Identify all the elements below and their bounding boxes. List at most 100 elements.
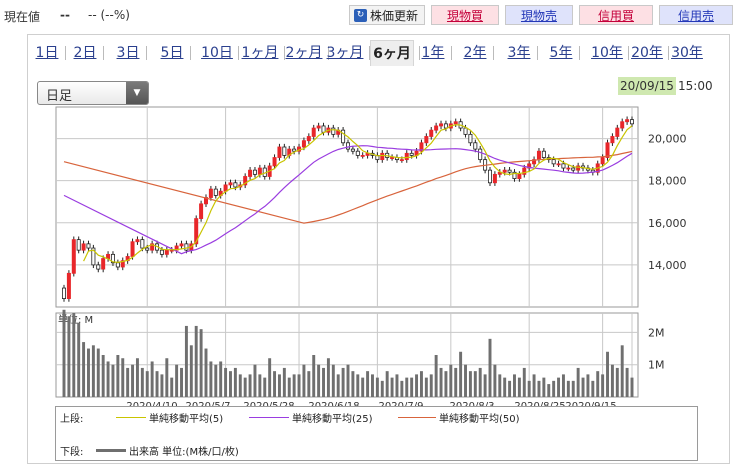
volume-bar bbox=[517, 377, 521, 397]
legend-lower-label: 下段: bbox=[60, 447, 84, 458]
volume-bar bbox=[395, 374, 399, 397]
volume-bar bbox=[522, 367, 526, 397]
candle-body bbox=[512, 171, 517, 179]
tab-period-3[interactable]: 5日 bbox=[160, 45, 184, 61]
volume-tick-label: 2M bbox=[648, 326, 665, 339]
volume-bar bbox=[434, 355, 438, 397]
volume-bar bbox=[258, 374, 262, 397]
tab-period-7[interactable]: 3ヶ月 bbox=[326, 45, 364, 61]
volume-bar bbox=[336, 374, 340, 397]
tab-separator bbox=[369, 46, 370, 60]
tab-period-2[interactable]: 3日 bbox=[116, 45, 140, 61]
tab-separator bbox=[103, 46, 104, 60]
candle-body bbox=[208, 188, 213, 198]
candle-body bbox=[532, 159, 537, 165]
tab-period-8[interactable]: 6ヶ月 bbox=[370, 40, 414, 66]
candle-body bbox=[282, 146, 287, 156]
volume-bar bbox=[282, 367, 286, 397]
candle-body bbox=[439, 123, 444, 127]
volume-bar bbox=[371, 374, 374, 397]
volume-bar bbox=[615, 367, 619, 397]
candle-body bbox=[341, 129, 346, 144]
tab-separator bbox=[579, 46, 580, 60]
volume-bar bbox=[483, 374, 487, 397]
price-tick-label: 14,000 bbox=[648, 259, 687, 272]
candle-body bbox=[478, 148, 483, 161]
candle-body bbox=[277, 146, 282, 158]
volume-bar bbox=[238, 374, 242, 397]
volume-bar bbox=[106, 361, 110, 397]
tab-period-9[interactable]: 1年 bbox=[421, 45, 445, 61]
tab-period-1[interactable]: 2日 bbox=[73, 45, 97, 61]
tab-separator bbox=[668, 46, 669, 60]
candle-body bbox=[86, 243, 91, 249]
margin-sell-button[interactable]: 信用売 bbox=[659, 5, 733, 25]
volume-bar bbox=[400, 380, 404, 397]
tab-period-0[interactable]: 1日 bbox=[35, 45, 59, 61]
volume-bar bbox=[341, 367, 345, 397]
price-change: -- (--%) bbox=[88, 8, 130, 22]
candle-body bbox=[306, 136, 311, 142]
volume-bar bbox=[380, 380, 384, 397]
ma5-line bbox=[83, 124, 633, 264]
spot-buy-button[interactable]: 現物買 bbox=[431, 5, 499, 25]
legend-ma5: 単純移動平均(5) bbox=[149, 414, 224, 425]
volume-bar bbox=[356, 374, 360, 397]
tab-period-12[interactable]: 5年 bbox=[549, 45, 573, 61]
volume-bar bbox=[287, 377, 291, 397]
tab-period-6[interactable]: 2ヶ月 bbox=[285, 45, 323, 61]
candle-body bbox=[443, 123, 448, 129]
volume-bar bbox=[566, 380, 570, 397]
tab-period-13[interactable]: 10年 bbox=[591, 45, 623, 61]
legend-ma50: 単純移動平均(50) bbox=[439, 414, 520, 425]
tab-period-5[interactable]: 1ヶ月 bbox=[241, 45, 279, 61]
margin-buy-button[interactable]: 信用買 bbox=[579, 5, 653, 25]
interval-select-value: 日足 bbox=[46, 89, 73, 104]
volume-bar bbox=[224, 367, 228, 397]
candle-body bbox=[463, 127, 468, 135]
volume-bar bbox=[253, 364, 257, 397]
volume-bar bbox=[571, 380, 575, 397]
candle-body bbox=[527, 163, 532, 169]
candle-body bbox=[316, 125, 321, 129]
tab-period-4[interactable]: 10日 bbox=[201, 45, 233, 61]
tab-period-14[interactable]: 20年 bbox=[631, 45, 663, 61]
price-pane bbox=[55, 106, 639, 308]
volume-bar bbox=[263, 377, 267, 397]
candle-body bbox=[620, 121, 625, 129]
volume-bar bbox=[351, 371, 355, 397]
tab-period-11[interactable]: 3年 bbox=[507, 45, 531, 61]
candle-body bbox=[355, 150, 360, 156]
volume-bar bbox=[532, 374, 536, 397]
volume-bar bbox=[121, 358, 125, 397]
volume-bar bbox=[292, 374, 296, 397]
volume-bar bbox=[415, 374, 419, 397]
candle-body bbox=[399, 159, 404, 162]
volume-bar bbox=[180, 367, 183, 397]
candle-body bbox=[321, 125, 326, 133]
legend-ma25-swatch bbox=[249, 417, 289, 418]
volume-bar bbox=[606, 351, 609, 397]
spot-sell-button[interactable]: 現物売 bbox=[505, 5, 573, 25]
candle-body bbox=[424, 136, 429, 144]
tab-period-10[interactable]: 2年 bbox=[463, 45, 487, 61]
candle-body bbox=[625, 119, 630, 123]
volume-bar bbox=[459, 351, 463, 397]
volume-bar bbox=[508, 380, 512, 397]
candle-body bbox=[566, 167, 571, 170]
tab-period-15[interactable]: 30年 bbox=[671, 45, 703, 61]
candle-body bbox=[66, 272, 71, 299]
candle-body bbox=[360, 155, 365, 157]
candle-body bbox=[233, 182, 238, 188]
tab-separator bbox=[190, 46, 191, 60]
volume-bar bbox=[322, 367, 325, 397]
refresh-price-button[interactable]: ↻ 株価更新 bbox=[349, 5, 425, 25]
candle-body bbox=[91, 247, 96, 266]
volume-bar bbox=[297, 374, 301, 397]
volume-bar bbox=[194, 325, 198, 397]
interval-select[interactable]: 日足 ▼ bbox=[37, 81, 149, 105]
candle-body bbox=[228, 182, 233, 186]
candle-body bbox=[257, 167, 262, 175]
volume-bar bbox=[439, 367, 443, 397]
volume-bar bbox=[229, 371, 232, 397]
